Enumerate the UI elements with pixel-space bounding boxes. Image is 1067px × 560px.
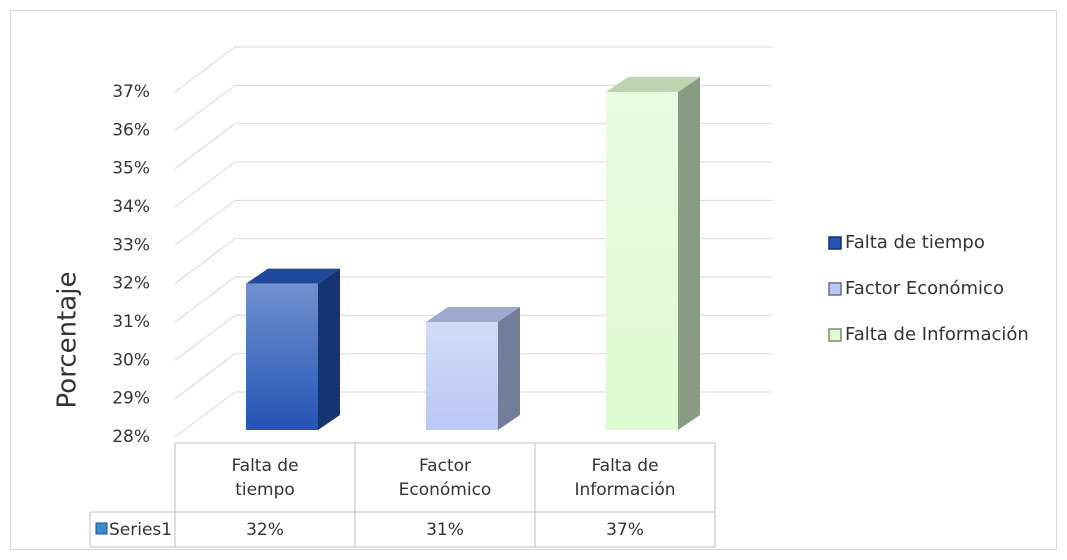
cell-text: Falta de Información [574,455,676,500]
cell-text: 32% [246,519,284,540]
bar-shine [246,283,318,430]
bar-shine [606,92,678,430]
series-key [95,522,108,535]
grid-line [174,161,772,208]
bar-side [498,307,520,430]
legend-label: Falta de tiempo [845,232,985,253]
y-tick-label: 33% [112,235,150,255]
legend-label: Factor Económico [845,278,1004,299]
table-category: Falta de tiempo [175,443,355,512]
y-tick-label: 34% [112,197,150,217]
bar [246,268,340,430]
bar-top [606,77,700,92]
y-tick-label: 30% [112,350,150,370]
grid-line [174,391,772,438]
y-tick-label: 31% [112,312,150,332]
y-tick-label: 28% [112,427,150,447]
series-name: Series1 [109,520,172,540]
cell-text: Falta de tiempo [231,455,299,500]
cell-text: 31% [426,519,464,540]
grid-line [174,199,772,246]
chart-border [10,10,1057,550]
grid-line [174,46,772,93]
cell-text: 37% [606,519,644,540]
bar [606,77,700,430]
grid-line [174,123,772,170]
legend-label: Falta de Información [845,324,1029,345]
bar-side [678,77,700,430]
y-tick-label: 29% [112,389,150,409]
bar [426,307,520,430]
bar-top [426,307,520,322]
grid-line [174,276,772,323]
table-category: Falta de Información [535,443,715,512]
y-axis-title: Porcentaje [53,272,83,409]
table-value: 37% [535,512,715,547]
table-grid [89,442,716,548]
y-tick-label: 36% [112,120,150,140]
bar-top [246,268,340,284]
bar-side [318,268,340,430]
grid-line [174,314,772,361]
table-category: Factor Económico [355,443,535,512]
y-tick-label: 35% [112,159,150,179]
grid-line [174,353,772,400]
table-value: 32% [175,512,355,547]
legend-key [828,328,842,342]
bar-shine [426,322,498,430]
grid-line [174,238,772,285]
grid-line [174,84,772,131]
y-tick-label: 32% [112,274,150,294]
y-tick-label: 37% [112,82,150,102]
table-value: 31% [355,512,535,547]
legend-key [828,236,842,250]
cell-text: Factor Económico [398,455,492,500]
legend-key [828,282,842,296]
